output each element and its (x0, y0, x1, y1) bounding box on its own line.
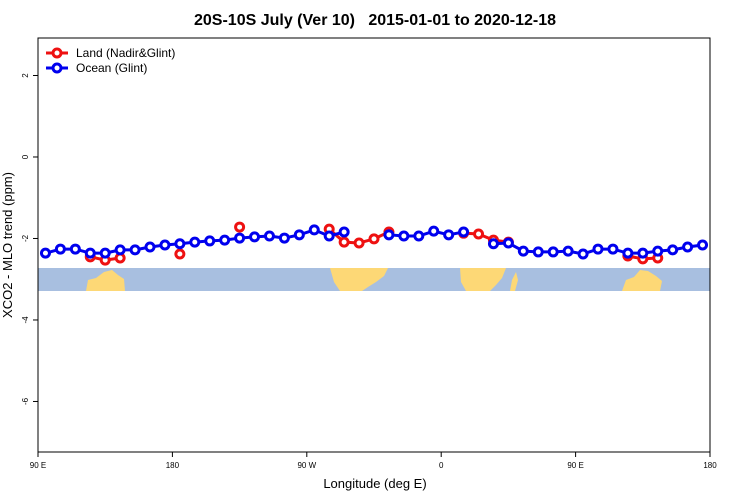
y-axis-label: XCO2 - MLO trend (ppm) (0, 172, 15, 318)
x-axis-label: Longitude (deg E) (323, 476, 426, 491)
x-tick-label: 90 W (297, 461, 316, 470)
data-point (353, 237, 365, 249)
x-tick-label: 0 (439, 461, 444, 470)
data-point (398, 230, 410, 242)
data-point (338, 226, 350, 238)
x-tick-label: 180 (166, 461, 180, 470)
data-point (502, 237, 514, 249)
data-point (532, 246, 544, 258)
y-tick-label: 0 (21, 154, 30, 159)
data-point (637, 247, 649, 259)
series-line (463, 231, 509, 244)
data-point (652, 245, 664, 257)
data-point (667, 244, 679, 256)
data-point (697, 239, 709, 251)
data-point (69, 243, 81, 255)
series (39, 224, 709, 260)
y-tick-label: -2 (21, 234, 30, 242)
y-tick-label: -6 (21, 397, 30, 405)
data-point (234, 221, 246, 233)
data-point (204, 235, 216, 247)
data-point (413, 230, 425, 242)
data-point (129, 244, 141, 256)
data-point (577, 248, 589, 260)
data-point (278, 232, 290, 244)
legend-marker (51, 47, 63, 59)
data-point (323, 230, 335, 242)
data-point (487, 238, 499, 250)
data-point (234, 232, 246, 244)
data-point (682, 241, 694, 253)
map-band (38, 268, 710, 291)
data-point (99, 247, 111, 259)
x-tick-label: 90 E (30, 461, 46, 470)
data-point (144, 241, 156, 253)
data-point (473, 228, 485, 240)
data-point (383, 229, 395, 241)
x-tick-label: 180 (703, 461, 717, 470)
data-point (428, 225, 440, 237)
legend-label: Ocean (Glint) (76, 61, 147, 75)
data-point (517, 245, 529, 257)
data-point (263, 230, 275, 242)
data-point (308, 224, 320, 236)
data-point (189, 236, 201, 248)
y-tick-label: -4 (21, 316, 30, 324)
chart-title: 20S-10S July (Ver 10) 2015-01-01 to 2020… (194, 12, 556, 29)
data-point (562, 245, 574, 257)
data-point (39, 247, 51, 259)
plot-frame (37, 37, 711, 453)
land-shape (86, 270, 125, 291)
data-point (368, 233, 380, 245)
data-point (219, 234, 231, 246)
data-point (249, 231, 261, 243)
data-point (174, 238, 186, 250)
y-tick-label: 2 (21, 73, 30, 78)
legend-marker (51, 62, 63, 74)
series (84, 221, 664, 266)
data-point (84, 247, 96, 259)
data-point (607, 243, 619, 255)
land-shape (622, 270, 662, 291)
land-shape (460, 268, 506, 291)
land-shape (330, 268, 388, 291)
data-point (159, 239, 171, 251)
data-point (293, 229, 305, 241)
data-point (338, 236, 350, 248)
x-tick-label: 90 E (567, 461, 583, 470)
data-point (547, 246, 559, 258)
data-point (622, 247, 634, 259)
data-point (458, 226, 470, 238)
data-point (54, 243, 66, 255)
legend-label: Land (Nadir&Glint) (76, 46, 175, 60)
data-point (174, 248, 186, 260)
legend: Land (Nadir&Glint)Ocean (Glint) (46, 46, 175, 75)
land-shape (510, 272, 518, 291)
data-point (443, 229, 455, 241)
data-point (114, 244, 126, 256)
data-point (592, 243, 604, 255)
